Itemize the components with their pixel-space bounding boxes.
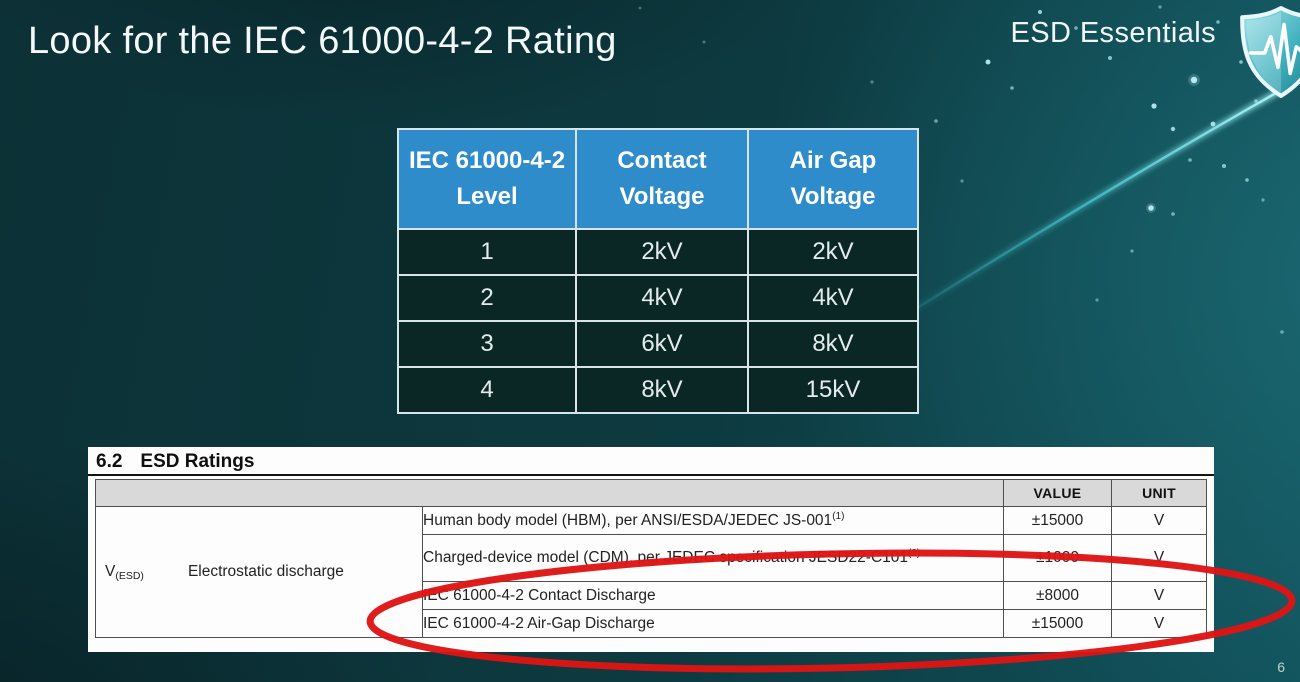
parameter-label: Electrostatic discharge <box>187 563 344 580</box>
rating-row: 3 6kV 8kV <box>397 320 919 368</box>
spec-value-cell: ±1000 <box>1003 534 1112 582</box>
symbol-cell: V(ESD) Electrostatic discharge <box>95 506 423 638</box>
esd-ratings-table: VALUE UNIT V(ESD) Electrostatic discharg… <box>95 479 1207 638</box>
particle-dots-icon <box>638 5 1284 334</box>
rating-header-row: IEC 61000-4-2 Level Contact Voltage Air … <box>397 128 919 230</box>
rating-cell: 2kV <box>747 228 919 276</box>
page-number: 6 <box>1277 659 1285 675</box>
iec-rating-table: IEC 61000-4-2 Level Contact Voltage Air … <box>397 128 919 414</box>
spec-unit-cell: V <box>1111 506 1207 535</box>
rating-row: 1 2kV 2kV <box>397 228 919 276</box>
rating-cell: 1 <box>397 228 577 276</box>
slide-title: Look for the IEC 61000-4-2 Rating <box>28 20 617 62</box>
light-streak-icon <box>858 80 1294 347</box>
rating-cell: 15kV <box>747 366 919 414</box>
rating-cell: 2kV <box>575 228 749 276</box>
datasheet-section-heading: 6.2 ESD Ratings <box>88 447 1214 474</box>
rating-cell: 2 <box>397 274 577 322</box>
spec-desc-cell: Human body model (HBM), per ANSI/ESDA/JE… <box>422 506 1004 535</box>
rating-header-level: IEC 61000-4-2 Level <box>397 128 577 230</box>
spec-desc-cell: IEC 61000-4-2 Air-Gap Discharge <box>422 609 1004 638</box>
rating-cell: 4 <box>397 366 577 414</box>
spec-row-hbm: V(ESD) Electrostatic discharge Human bod… <box>95 506 1207 638</box>
rating-header-airgap: Air Gap Voltage <box>747 128 919 230</box>
brand-text: ESD Essentials <box>1010 17 1216 49</box>
blank-header-cell <box>95 479 1004 507</box>
spec-value-cell: ±15000 <box>1003 506 1112 535</box>
spec-value-cell: ±8000 <box>1003 581 1112 610</box>
rating-cell: 8kV <box>747 320 919 368</box>
rating-cell: 3 <box>397 320 577 368</box>
section-title: ESD Ratings <box>140 451 255 472</box>
spec-unit-cell: V <box>1111 609 1207 638</box>
rating-header-contact: Contact Voltage <box>575 128 749 230</box>
rating-cell: 4kV <box>747 274 919 322</box>
rating-row: 4 8kV 15kV <box>397 366 919 414</box>
spec-unit-cell: V <box>1111 534 1207 582</box>
value-header-cell: VALUE <box>1003 479 1112 507</box>
shield-pulse-icon <box>1240 6 1300 98</box>
esd-header-row: VALUE UNIT <box>95 479 1207 507</box>
datasheet-panel: 6.2 ESD Ratings VALUE UNIT V(ESD) Electro… <box>88 447 1214 652</box>
unit-header-cell: UNIT <box>1111 479 1207 507</box>
spec-desc-cell: Charged-device model (CDM), per JEDEC sp… <box>422 534 1004 582</box>
rating-cell: 4kV <box>575 274 749 322</box>
heading-rule <box>88 474 1214 476</box>
spec-value-cell: ±15000 <box>1003 609 1112 638</box>
spec-desc-cell: IEC 61000-4-2 Contact Discharge <box>422 581 1004 610</box>
spec-unit-cell: V <box>1111 581 1207 610</box>
rating-cell: 8kV <box>575 366 749 414</box>
esd-symbol: V(ESD) <box>105 563 144 582</box>
section-number: 6.2 <box>96 451 123 472</box>
rating-row: 2 4kV 4kV <box>397 274 919 322</box>
rating-cell: 6kV <box>575 320 749 368</box>
